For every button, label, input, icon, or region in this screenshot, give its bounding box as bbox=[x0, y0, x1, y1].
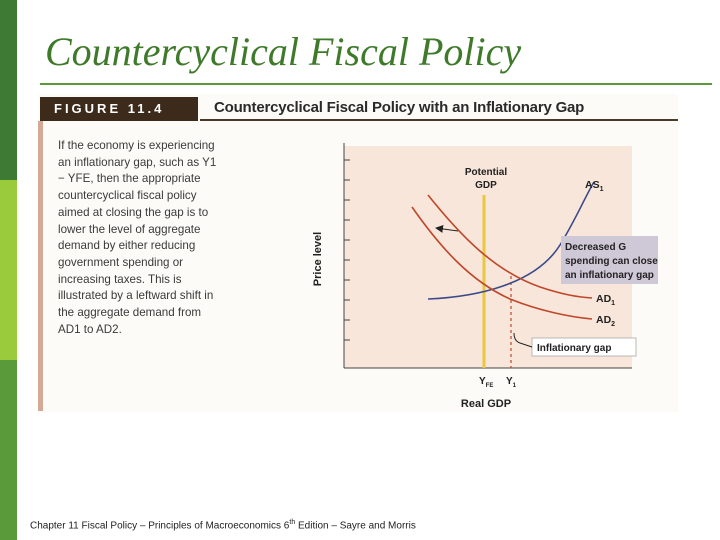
figure-side-bar bbox=[38, 121, 43, 411]
x-axis-label: Real GDP bbox=[461, 398, 511, 410]
potential-gdp-label-line1: Potential bbox=[465, 167, 507, 178]
inflationary-gap-label: Inflationary gap bbox=[537, 343, 611, 354]
ad1-curve bbox=[427, 194, 593, 299]
ad1-label: AD1 bbox=[596, 293, 615, 307]
y-axis-ticks bbox=[344, 159, 350, 341]
as1-label: AS1 bbox=[585, 179, 604, 193]
footer-superscript: th bbox=[289, 519, 296, 526]
figure-title: Countercyclical Fiscal Policy with an In… bbox=[214, 99, 585, 116]
leftward-shift-arrow bbox=[435, 224, 459, 233]
figure-header-rule bbox=[200, 119, 678, 121]
y1-label: Y1 bbox=[506, 376, 517, 389]
sidebar-stripe-light bbox=[0, 180, 17, 360]
title-underline bbox=[40, 83, 712, 85]
sidebar-stripe-bottom bbox=[0, 360, 17, 540]
ad2-label: AD2 bbox=[596, 314, 615, 328]
sidebar-stripe-dark bbox=[0, 0, 17, 180]
y-axis-label: Price level bbox=[312, 232, 324, 286]
footer-text: Chapter 11 Fiscal Policy – Principles of… bbox=[30, 520, 290, 532]
fiscal-policy-diagram: Price level Real GDP Potential GDP AS1 D… bbox=[312, 143, 658, 410]
footer-text-end: Edition – Sayre and Morris bbox=[295, 520, 416, 532]
potential-gdp-label-line2: GDP bbox=[475, 180, 497, 191]
ad2-curve bbox=[411, 206, 593, 320]
sidebar-stripe bbox=[0, 0, 17, 540]
policy-callout-box bbox=[561, 236, 658, 284]
inflationary-gap-pointer bbox=[513, 332, 533, 348]
figure-label: FIGURE 11.4 bbox=[40, 97, 198, 121]
callout-line-1: Decreased G bbox=[565, 242, 626, 253]
callout-line-2: spending can close bbox=[565, 256, 658, 267]
slide-footer: Chapter 11 Fiscal Policy – Principles of… bbox=[30, 519, 416, 531]
slide-title: Countercyclical Fiscal Policy bbox=[45, 29, 522, 74]
callout-line-3: an inflationary gap bbox=[565, 270, 654, 281]
figure-caption: If the economy is experiencing an inflat… bbox=[58, 139, 217, 336]
yfe-label: YFE bbox=[479, 376, 493, 389]
as1-curve bbox=[427, 181, 595, 300]
